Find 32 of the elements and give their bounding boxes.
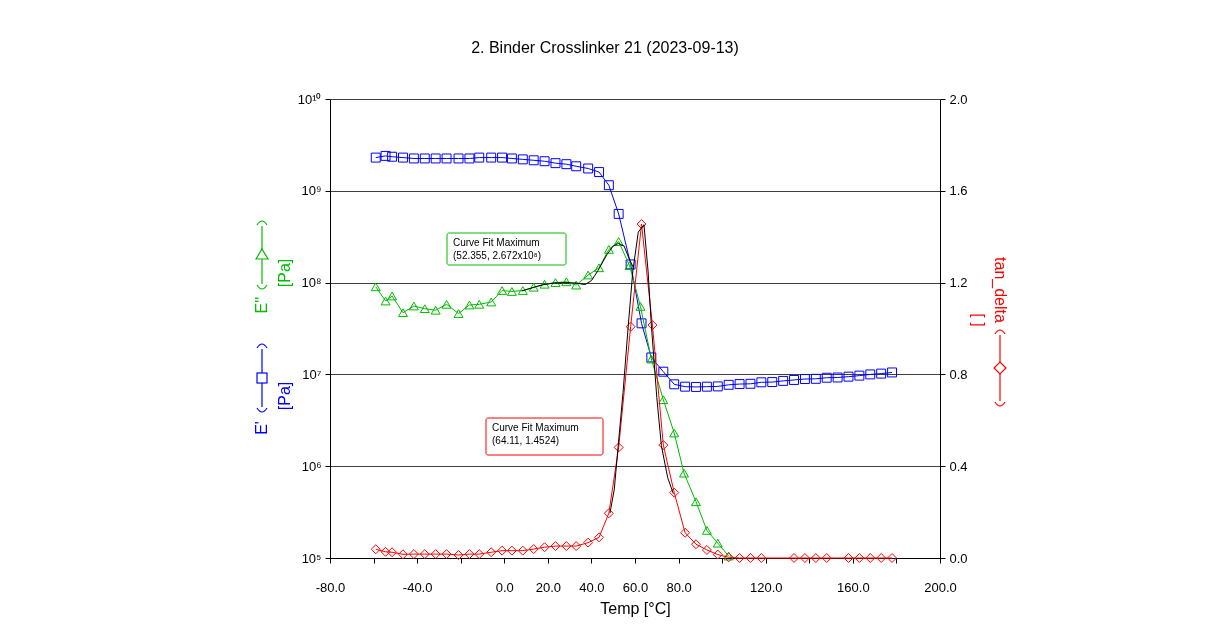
y2-tick-label: 1.6 — [949, 183, 968, 199]
x-tick-label: 60.0 — [622, 579, 649, 595]
y2-tick-label: 2.0 — [949, 91, 968, 107]
y-tick-label: 10⁵ — [301, 550, 322, 566]
annotation: Curve Fit Maximum (64.11, 1.4524) — [492, 422, 579, 446]
x-tick-label: 80.0 — [666, 579, 692, 595]
y2-tick-label: 0.8 — [949, 366, 968, 382]
x-tick-label: -40.0 — [402, 579, 433, 595]
y-tick-label: 10¹⁰ — [297, 91, 322, 107]
y-axis-title: [Pa] — [276, 381, 293, 411]
x-axis-title: Temp [°C] — [600, 599, 671, 617]
x-tick-label: 0.0 — [495, 579, 514, 595]
legend-label: E' — [253, 421, 270, 435]
annotation: Curve Fit Maximum (52.355, 2.672x10⁸) — [453, 237, 542, 261]
text: [Pa] — [276, 258, 293, 288]
x-tick-label: 160.0 — [837, 579, 870, 595]
y-tick-label: 10⁸ — [301, 275, 322, 291]
legend-label: E'' — [253, 296, 270, 314]
y2-tick-label: 1.2 — [949, 275, 968, 291]
chart-title: 2. Binder Crosslinker 21 (2023-09-13) — [471, 39, 739, 56]
y-tick-label: 10⁹ — [301, 183, 322, 199]
x-tick-label: 200.0 — [924, 579, 957, 595]
y-tick-label: 10⁷ — [302, 366, 322, 382]
y2-axis-title: [ ] — [970, 313, 987, 327]
y-tick-label: 10⁶ — [301, 458, 322, 474]
y2-tick-label: 0.0 — [949, 550, 968, 566]
text: tan_delta — [991, 257, 1009, 324]
x-tick-label: 120.0 — [749, 579, 783, 595]
x-tick-label: 40.0 — [579, 579, 605, 595]
x-tick-label: 20.0 — [535, 579, 562, 595]
y2-tick-label: 0.4 — [949, 458, 968, 474]
x-tick-label: -80.0 — [315, 579, 346, 595]
